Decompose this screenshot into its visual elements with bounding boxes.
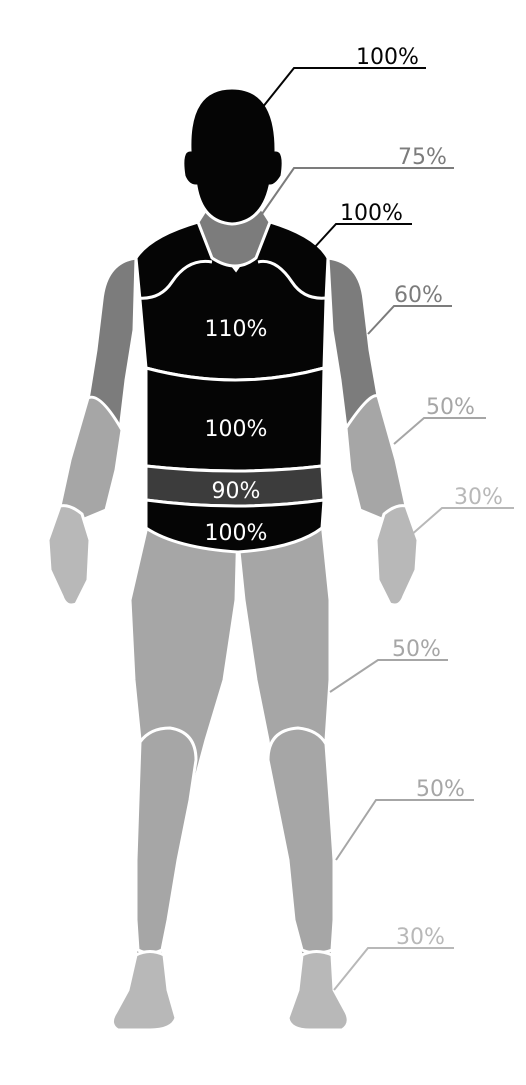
waist-band-coverage: 90% xyxy=(212,479,261,504)
right-forearm xyxy=(344,394,408,522)
shoulder-leader xyxy=(313,223,412,249)
left-forearm xyxy=(58,395,124,522)
forearm-label: 50% xyxy=(426,395,475,420)
head-neck xyxy=(181,86,285,268)
upper-arm-label: 60% xyxy=(394,283,443,308)
hand-leader xyxy=(409,507,514,537)
abdomen-coverage: 100% xyxy=(205,417,268,442)
right-shoulder-seam xyxy=(257,259,327,300)
arms xyxy=(46,256,420,607)
head-leader xyxy=(261,67,426,109)
callout-lines xyxy=(261,67,514,991)
thigh-leader xyxy=(329,659,448,693)
torso: 110% 100% 90% 100% xyxy=(134,220,330,554)
right-hand xyxy=(374,504,420,607)
shin-label: 50% xyxy=(416,777,465,802)
callout-labels: 100% 75% 100% 60% 50% 30% 50% 50% 30% xyxy=(340,45,503,950)
neck-leader xyxy=(261,167,454,215)
chest-coverage: 110% xyxy=(205,317,268,342)
left-knee-patch xyxy=(134,726,198,955)
foot-label: 30% xyxy=(396,925,445,950)
shin-leader xyxy=(335,799,474,861)
left-hand xyxy=(46,504,92,607)
hips-coverage: 100% xyxy=(205,521,268,546)
forearm-leader xyxy=(393,417,486,445)
upper-arm-leader xyxy=(367,305,452,335)
hand-label: 30% xyxy=(454,485,503,510)
left-upper-arm xyxy=(86,256,138,434)
head xyxy=(181,86,285,226)
right-foot xyxy=(286,950,350,1032)
thigh-label: 50% xyxy=(392,637,441,662)
legs xyxy=(111,520,350,1032)
left-shoulder-seam xyxy=(137,259,213,300)
neck-label: 75% xyxy=(398,145,447,170)
shoulder-label: 100% xyxy=(340,201,403,226)
left-foot xyxy=(111,950,178,1032)
foot-leader xyxy=(333,947,454,991)
torso-hips xyxy=(144,498,326,554)
right-knee-patch xyxy=(266,726,336,955)
right-upper-arm xyxy=(326,256,380,432)
head-label: 100% xyxy=(356,45,419,70)
